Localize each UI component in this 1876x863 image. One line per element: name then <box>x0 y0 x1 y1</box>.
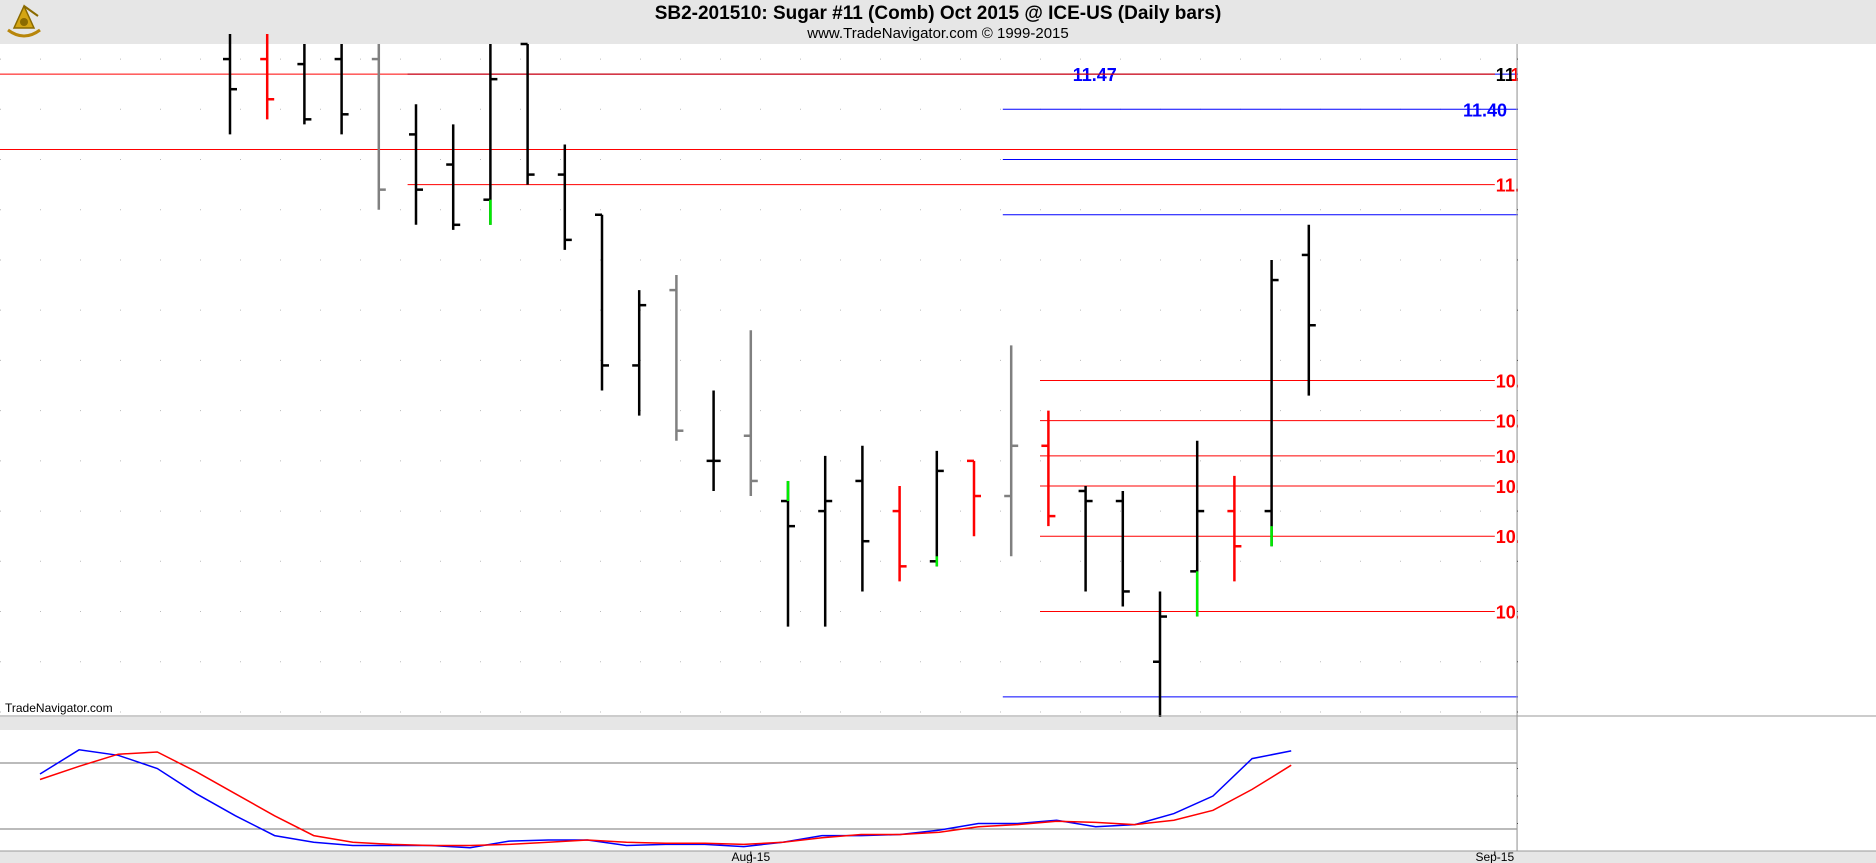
stoch-line <box>39 751 1292 847</box>
ohlc-bar <box>334 44 349 135</box>
ohlc-bar <box>743 330 758 497</box>
ohlc-bar <box>595 213 609 391</box>
level-label: 11.40 <box>1463 100 1507 120</box>
ohlc-bar <box>557 144 572 250</box>
ohlc-bar <box>892 485 907 582</box>
ohlc-bar <box>1078 485 1093 592</box>
stoch-plot-area <box>0 730 1517 851</box>
ohlc-bar <box>260 33 275 120</box>
chart-subtitle: www.TradeNavigator.com © 1999-2015 <box>807 25 1069 42</box>
watermark: TradeNavigator.com <box>5 701 113 715</box>
ohlc-bar <box>1004 345 1019 557</box>
sextant-icon <box>7 4 41 38</box>
ohlc-bar <box>632 290 647 416</box>
ohlc-bar <box>520 42 535 185</box>
chart-header: SB2-201510: Sugar #11 (Comb) Oct 2015 @ … <box>0 0 1876 44</box>
ohlc-bar <box>223 33 237 135</box>
stochastic-panel: 255075StochD (3)StochK (14,3)74.9562.00 <box>0 716 1844 851</box>
price-panel: 10.2010.3010.4010.5010.6010.7010.8010.90… <box>0 33 1860 719</box>
ohlc-bar <box>818 455 833 627</box>
ohlc-bar <box>297 44 312 125</box>
right-axis-area <box>1518 44 1876 851</box>
ohlc-bar <box>967 459 981 537</box>
time-tick-label: Aug-15 <box>731 850 770 863</box>
ohlc-bar <box>446 124 461 230</box>
ohlc-bar <box>371 44 386 210</box>
stoch-line <box>39 749 1292 849</box>
ohlc-bar <box>1153 591 1167 717</box>
ohlc-bar <box>1227 475 1242 582</box>
ohlc-bar <box>1264 259 1279 547</box>
ohlc-bar <box>669 275 684 441</box>
ohlc-bar <box>1041 410 1056 527</box>
ohlc-bar <box>1301 224 1316 396</box>
level-label: 11.47 <box>1073 65 1117 85</box>
chart-title: SB2-201510: Sugar #11 (Comb) Oct 2015 @ … <box>654 3 1222 24</box>
time-tick-label: Sep-15 <box>1475 850 1514 863</box>
ohlc-bar <box>706 390 721 491</box>
ohlc-bar <box>855 445 870 592</box>
ohlc-bar <box>409 104 423 225</box>
ohlc-bar <box>1115 490 1130 607</box>
